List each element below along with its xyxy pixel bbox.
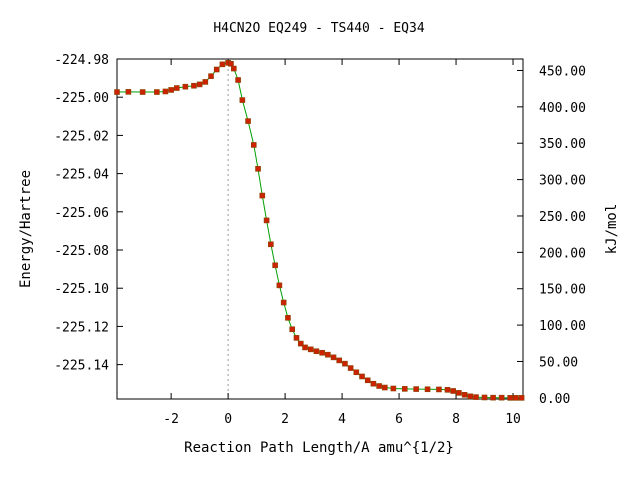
y2-tick-label: 0.00 — [539, 392, 570, 407]
data-point — [353, 369, 360, 376]
data-point — [268, 241, 274, 248]
x-tick-label: -2 — [163, 412, 179, 427]
data-point — [424, 386, 431, 393]
data-point — [255, 166, 261, 172]
data-point — [219, 61, 226, 68]
data-point — [125, 89, 132, 95]
y-axis-title: Energy/Hartree — [18, 170, 34, 288]
data-point — [213, 66, 220, 73]
data-point — [239, 97, 246, 103]
data-point — [313, 348, 320, 355]
data-point — [342, 360, 348, 367]
series-line — [116, 62, 522, 399]
data-point — [444, 387, 451, 393]
data-point — [174, 85, 180, 91]
data-point — [330, 354, 337, 361]
data-point — [347, 365, 354, 371]
data-point — [307, 346, 314, 353]
chart-title: H4CN2O EQ249 - TS440 - EQ34 — [213, 21, 424, 36]
y2-tick-label: 300.00 — [539, 174, 586, 189]
data-point — [436, 386, 442, 393]
y2-tick-label: 250.00 — [539, 210, 586, 225]
data-point — [336, 357, 343, 364]
plot-frame — [116, 58, 524, 400]
axis-ticks: -2 0 2 4 6 8 10 -224.98 -225.00 -225.02 -225.04 -22… — [54, 53, 586, 427]
y2-tick-label: 50.00 — [539, 355, 578, 370]
series-layer — [114, 60, 525, 401]
data-point — [272, 262, 278, 269]
data-point — [293, 335, 300, 341]
data-point — [280, 299, 287, 306]
data-point — [263, 217, 270, 224]
y-tick-label: -225.04 — [54, 168, 109, 183]
x-tick-label: 10 — [505, 412, 521, 427]
data-point — [139, 89, 146, 95]
data-point — [276, 282, 283, 289]
x-tick-label: 6 — [395, 412, 403, 427]
data-point — [473, 394, 479, 400]
data-point — [168, 87, 174, 93]
y-tick-label: -225.10 — [54, 282, 109, 297]
y-tick-label: -225.06 — [54, 206, 109, 221]
data-point — [450, 388, 456, 394]
data-point — [228, 60, 234, 67]
x-tick-label: 0 — [224, 412, 232, 427]
x-tick-label: 4 — [338, 412, 346, 427]
data-point — [182, 83, 189, 90]
data-point — [235, 77, 241, 83]
y-tick-label: -224.98 — [54, 53, 109, 68]
data-point — [191, 82, 197, 89]
x-tick-label: 2 — [281, 412, 289, 427]
data-point — [196, 81, 203, 88]
data-point — [231, 65, 237, 72]
data-point — [297, 340, 304, 347]
data-point — [401, 386, 408, 392]
data-point — [319, 349, 325, 356]
data-point — [250, 142, 257, 148]
y-tick-label: -225.02 — [54, 129, 109, 144]
y2-tick-label: 450.00 — [539, 64, 586, 79]
data-point — [359, 373, 365, 380]
data-point — [245, 118, 251, 124]
y2-axis-title: kJ/mol — [604, 204, 620, 255]
data-point — [461, 391, 468, 398]
data-point — [162, 88, 169, 95]
y2-tick-label: 200.00 — [539, 246, 586, 261]
y2-tick-label: 400.00 — [539, 101, 586, 116]
data-point — [390, 385, 397, 392]
data-point — [202, 79, 209, 85]
data-point — [507, 395, 513, 401]
data-point — [370, 380, 377, 387]
y-tick-label: -225.08 — [54, 244, 109, 259]
data-point — [498, 394, 505, 401]
y2-tick-label: 350.00 — [539, 137, 586, 152]
data-point — [208, 73, 214, 79]
data-point — [154, 89, 160, 95]
data-point — [376, 383, 382, 389]
data-point — [302, 344, 308, 351]
y2-tick-label: 100.00 — [539, 319, 586, 334]
data-point — [325, 351, 331, 358]
data-point — [490, 394, 496, 401]
data-point — [364, 377, 371, 384]
data-point — [413, 386, 419, 392]
data-point — [114, 89, 120, 95]
data-point — [467, 393, 474, 400]
y-tick-label: -225.00 — [54, 91, 109, 106]
data-point — [259, 192, 266, 199]
data-point — [285, 315, 291, 321]
data-point — [518, 395, 525, 401]
data-point — [481, 394, 488, 401]
y2-tick-label: 150.00 — [539, 283, 586, 298]
x-axis-title: Reaction Path Length/A amu^{1/2} — [184, 440, 454, 456]
y-tick-label: -225.12 — [54, 320, 109, 335]
x-tick-label: 8 — [452, 412, 460, 427]
data-point — [289, 326, 296, 333]
data-point — [456, 390, 462, 396]
y-tick-label: -225.14 — [54, 359, 109, 374]
data-point — [513, 395, 519, 401]
data-point — [382, 384, 388, 391]
